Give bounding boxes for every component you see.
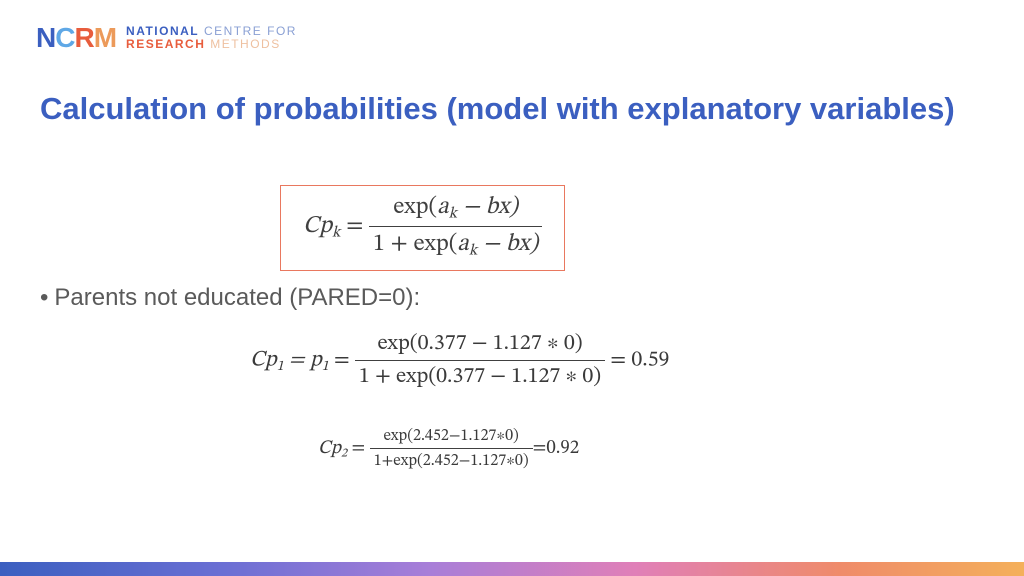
logo-mark: N C R M [36, 22, 116, 54]
eq1-rhs: = 0.59 [605, 350, 669, 372]
slide-title: Calculation of probabilities (model with… [40, 90, 984, 129]
logo-text: NATIONAL CENTRE FOR RESEARCH METHODS [126, 25, 297, 50]
equation-cp2: Cp2 = exp(2.452−1.127∗0) 1+exp(2.452−1.1… [318, 426, 579, 471]
eq2-den: 1+exp(2.452−1.127∗0) [370, 448, 533, 471]
logo-letter-m: M [94, 22, 116, 54]
eq1-den: 1 + exp(0.377 − 1.127 ∗ 0) [355, 360, 605, 391]
formula-lhs-p: p [319, 214, 332, 238]
formula-fraction: exp(ak − bx) 1 + exp(ak − bx) [369, 192, 542, 260]
bullet-text: Parents not educated (PARED=0): [54, 284, 420, 311]
formula-numerator: exp(ak − bx) [369, 192, 542, 226]
slide: N C R M NATIONAL CENTRE FOR RESEARCH MET… [0, 0, 1024, 576]
formula-denominator: 1 + exp(ak − bx) [369, 226, 542, 261]
formula-lhs-C: C [303, 214, 319, 238]
bullet-pared0: •Parents not educated (PARED=0): [40, 284, 420, 312]
equation-cp1: Cp1 = p1 = exp(0.377 − 1.127 ∗ 0) 1 + ex… [250, 330, 669, 391]
eq2-num: exp(2.452−1.127∗0) [370, 426, 533, 448]
logo-letter-r: R [74, 22, 93, 54]
bullet-dot-icon: • [40, 284, 48, 311]
logo-letter-c: C [55, 22, 74, 54]
logo-letter-n: N [36, 22, 55, 54]
ncrm-logo: N C R M NATIONAL CENTRE FOR RESEARCH MET… [36, 22, 297, 54]
eq1-fraction: exp(0.377 − 1.127 ∗ 0) 1 + exp(0.377 − 1… [355, 330, 605, 391]
eq1-num: exp(0.377 − 1.127 ∗ 0) [355, 330, 605, 360]
eq2-fraction: exp(2.452−1.127∗0) 1+exp(2.452−1.127∗0) [370, 426, 533, 471]
eq2-rhs: =0.92 [533, 439, 580, 458]
logo-line-2: RESEARCH METHODS [126, 38, 297, 51]
main-formula-box: Cpk = exp(ak − bx) 1 + exp(ak − bx) [280, 185, 565, 271]
formula-eq: = [340, 214, 369, 238]
gradient-bar [0, 562, 1024, 576]
